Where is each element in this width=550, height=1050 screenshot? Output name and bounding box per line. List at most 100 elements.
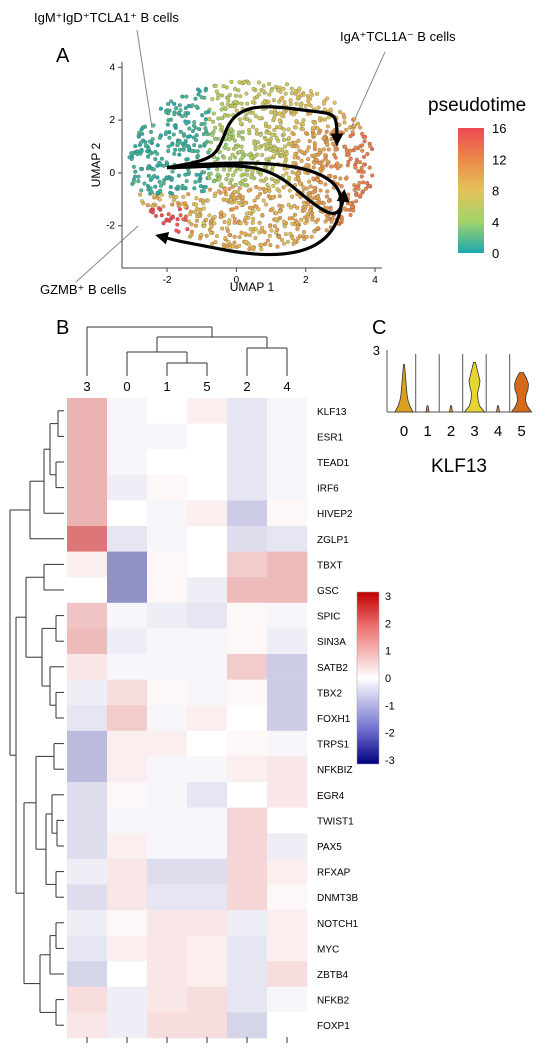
violin-5 — [510, 372, 533, 413]
heatmap-cell — [147, 833, 188, 860]
umap-point — [170, 169, 175, 174]
umap-point — [310, 129, 315, 134]
heatmap-cell — [227, 449, 268, 476]
umap-point — [321, 201, 327, 206]
umap-point — [155, 143, 160, 148]
umap-point — [250, 220, 255, 225]
umap-point — [218, 215, 223, 220]
violin-x-label: 4 — [494, 423, 502, 440]
umap-point — [171, 198, 176, 203]
umap-point — [367, 183, 372, 189]
umap-point — [203, 88, 208, 93]
umap-point — [197, 178, 202, 183]
annotation-line-igm — [136, 29, 153, 129]
umap-point — [176, 229, 181, 234]
heatmap-cell — [107, 526, 148, 552]
umap-point — [338, 163, 343, 168]
umap-point — [150, 210, 155, 215]
umap-point — [208, 171, 213, 176]
umap-point — [195, 153, 200, 158]
umap-point — [170, 142, 175, 147]
row-label: DNMT3B — [317, 893, 358, 904]
umap-point — [159, 156, 164, 161]
umap-point — [325, 96, 330, 101]
umap-point — [242, 218, 247, 223]
umap-point — [258, 132, 263, 137]
heatmap-bottom-ticks — [86, 1037, 288, 1043]
umap-point — [262, 230, 267, 235]
umap-point — [257, 220, 262, 225]
umap-point — [275, 244, 280, 249]
umap-point — [255, 194, 260, 200]
umap-point — [198, 172, 203, 177]
heatmap-cell — [147, 654, 188, 680]
umap-point — [286, 127, 291, 132]
heatmap-cell — [267, 858, 308, 885]
umap-point — [183, 138, 188, 143]
umap-point — [138, 166, 144, 171]
umap-point — [153, 213, 158, 219]
umap-point — [212, 194, 217, 199]
column-label: 2 — [243, 379, 250, 394]
umap-point — [291, 161, 296, 166]
heatmap-cell — [107, 730, 148, 757]
pseudotime-tick-label: 8 — [492, 184, 499, 199]
umap-point — [283, 232, 288, 237]
umap-point — [188, 212, 193, 217]
umap-point — [244, 200, 249, 205]
umap-point — [145, 154, 151, 159]
umap-point — [262, 178, 267, 183]
heatmap-cell — [187, 961, 228, 988]
heatmap-cell — [67, 423, 108, 450]
umap-point — [148, 129, 154, 134]
umap-point — [290, 170, 295, 175]
umap-point — [210, 241, 215, 246]
umap-point — [282, 99, 287, 105]
umap-point — [292, 212, 298, 217]
umap-point — [217, 177, 222, 182]
heatmap-cell — [147, 628, 188, 655]
umap-point — [294, 118, 299, 124]
umap-point — [191, 135, 196, 140]
umap-point — [225, 102, 230, 107]
heatmap-cell — [107, 500, 148, 527]
umap-point — [311, 165, 316, 170]
umap-point — [324, 163, 329, 168]
umap-point — [267, 233, 272, 238]
umap-point — [279, 237, 284, 242]
heatmap-cell — [107, 449, 148, 476]
umap-point — [198, 236, 203, 241]
umap-point — [295, 144, 300, 149]
umap-point — [329, 136, 334, 142]
umap-point — [192, 143, 197, 148]
heatmap-cell — [187, 833, 228, 860]
heatmap-cell — [67, 910, 108, 936]
panel-c-label: C — [372, 317, 386, 339]
umap-point — [240, 178, 245, 183]
heatmap-cell — [147, 986, 188, 1013]
umap-point — [251, 86, 256, 91]
umap-point — [201, 198, 206, 203]
umap-point — [219, 210, 224, 215]
umap-point — [305, 212, 310, 217]
umap-point — [203, 117, 208, 122]
umap-point — [282, 219, 287, 224]
umap-point — [164, 110, 169, 115]
colorbar-tick-label: -3 — [385, 755, 395, 767]
umap-point — [281, 241, 287, 246]
heatmap-cell — [227, 986, 268, 1013]
umap-point — [272, 116, 277, 121]
umap-point — [281, 132, 286, 137]
umap-point — [177, 103, 182, 108]
umap-point — [348, 125, 353, 130]
umap-point — [157, 135, 162, 140]
umap-point — [210, 96, 215, 102]
umap-point — [150, 203, 155, 208]
umap-point — [328, 107, 333, 112]
umap-point — [190, 128, 196, 134]
heatmap-cell — [187, 1012, 228, 1039]
heatmap-cell — [147, 756, 188, 783]
heatmap-cell — [107, 833, 148, 860]
umap-point — [232, 216, 237, 221]
umap-point — [168, 185, 173, 190]
